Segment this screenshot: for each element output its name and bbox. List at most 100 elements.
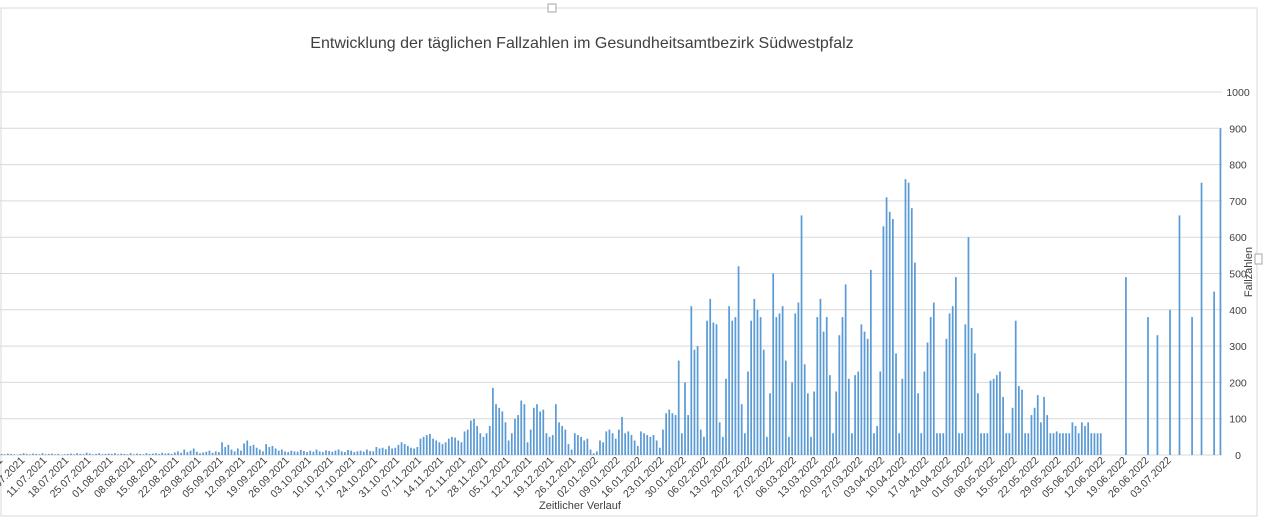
bar [627,431,630,455]
bar [451,436,453,455]
bar [120,453,123,455]
bar [577,435,579,455]
bar [917,393,919,455]
bar [3,454,6,455]
bar [466,429,469,455]
bar [586,438,589,455]
bar [1002,396,1004,455]
bar [706,320,708,455]
bar [469,420,472,455]
bar [536,404,538,455]
bar [344,452,346,455]
bar [784,360,787,455]
bar [797,302,800,455]
bar [328,451,330,455]
bar [892,219,894,455]
bar [674,415,677,455]
bar [1096,433,1099,455]
bar [180,452,182,455]
bar [85,452,88,455]
chart-title: Entwicklung der täglichen Fallzahlen im … [310,35,853,52]
bar [375,447,378,455]
resize-handle-right[interactable] [1254,253,1263,265]
bar [95,453,97,455]
bar [1030,415,1033,455]
bar [769,393,771,455]
bar [129,453,132,455]
bar [189,450,192,455]
bar [573,433,576,455]
bar [331,451,334,455]
bar [589,449,592,455]
bar [54,454,56,455]
bar-series [0,128,1222,456]
bar [1074,425,1077,455]
bar [961,433,964,455]
bar [274,448,277,455]
bar [939,433,941,455]
bar [441,444,444,455]
bar [888,211,891,455]
bar [844,284,847,455]
bar [526,442,529,455]
bar [847,378,850,455]
bar [542,409,545,455]
bar [158,453,160,455]
bar [1147,317,1149,455]
bar [391,448,393,455]
bar [337,449,340,455]
bar [806,393,809,455]
bar [123,453,126,455]
bar [977,393,979,455]
bar [520,400,523,455]
resize-handle-top[interactable] [547,3,557,13]
bar [825,317,828,455]
bar [1014,320,1017,455]
y-tick-label: 400 [1229,305,1247,317]
bar [775,317,778,455]
bar [555,404,557,455]
bar [658,447,661,455]
bar [618,429,620,455]
bar [22,453,25,455]
bar [422,436,425,455]
bar [447,438,450,455]
bar [1055,431,1058,455]
bar [10,453,12,455]
bar [482,436,485,455]
bar [290,450,293,455]
bar [400,442,403,455]
bar [501,411,504,455]
bar [224,447,227,455]
bar [359,450,362,455]
bar [479,433,482,455]
bar [218,452,220,455]
bar [829,375,831,455]
bar [926,342,929,455]
bar [110,453,113,455]
bar [252,444,255,455]
bar [63,454,66,455]
bar [155,453,157,455]
y-tick-label: 100 [1229,414,1247,426]
bar [19,453,22,455]
bar [460,442,463,455]
bar [866,338,869,455]
bar [923,371,926,455]
bar [145,453,148,455]
bar [712,322,715,455]
bar [936,433,938,455]
bar [57,453,60,455]
bar [885,197,888,455]
bar [7,453,9,455]
bar [362,451,365,455]
bar [873,433,875,455]
bar [265,444,267,455]
bar [296,451,299,455]
bar [914,262,916,455]
bar [766,436,768,455]
bar [510,433,513,455]
bar [646,435,649,455]
bar [1033,407,1036,455]
